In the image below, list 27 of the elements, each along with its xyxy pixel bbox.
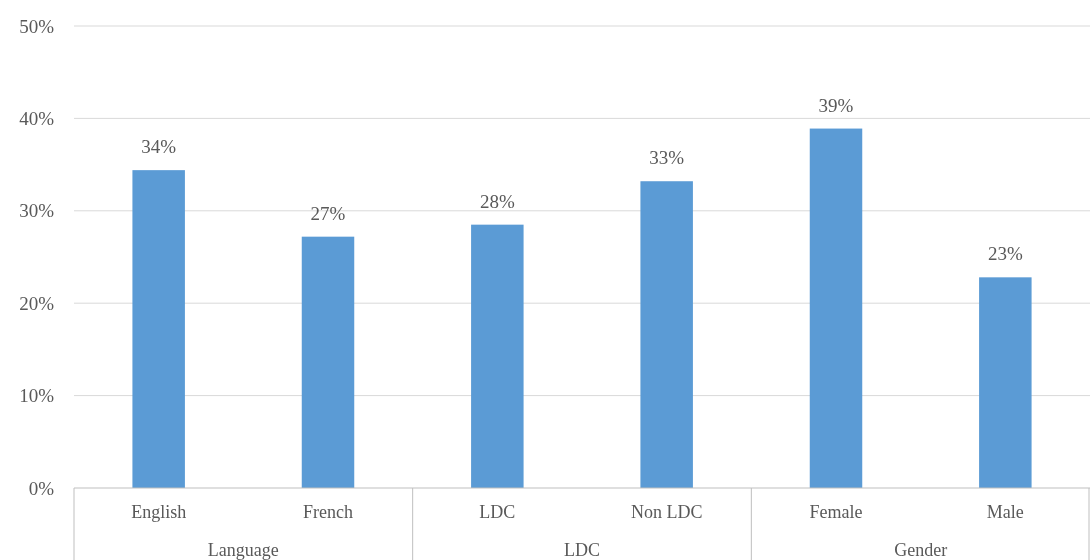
data-label: 34% <box>141 136 177 158</box>
y-tick-label: 50% <box>19 15 55 37</box>
bar <box>979 277 1032 488</box>
y-tick-label: 10% <box>19 385 55 407</box>
text: Language <box>207 540 279 560</box>
data-label: 23% <box>987 243 1023 265</box>
text: LDC <box>564 540 600 560</box>
data-label: 27% <box>310 202 346 224</box>
bar <box>640 181 693 488</box>
x-tick-label: Female <box>809 502 863 522</box>
bar <box>471 224 524 488</box>
data-label: 28% <box>479 190 515 212</box>
y-tick-label: 0% <box>28 477 55 499</box>
y-tick-label: 30% <box>19 200 55 222</box>
text: Gender <box>894 540 948 560</box>
bar <box>301 236 355 488</box>
bar <box>132 170 185 488</box>
x-tick-label: English <box>131 502 187 522</box>
bar <box>809 128 863 488</box>
x-tick-label: French <box>303 502 353 522</box>
x-tick-label: Male <box>986 502 1024 522</box>
y-tick-label: 40% <box>19 108 55 130</box>
x-tick-label: LDC <box>479 502 516 522</box>
data-label: 33% <box>649 147 685 169</box>
y-tick-label: 20% <box>19 292 55 314</box>
data-label: 39% <box>818 94 854 116</box>
x-tick-label: Non LDC <box>630 502 703 522</box>
